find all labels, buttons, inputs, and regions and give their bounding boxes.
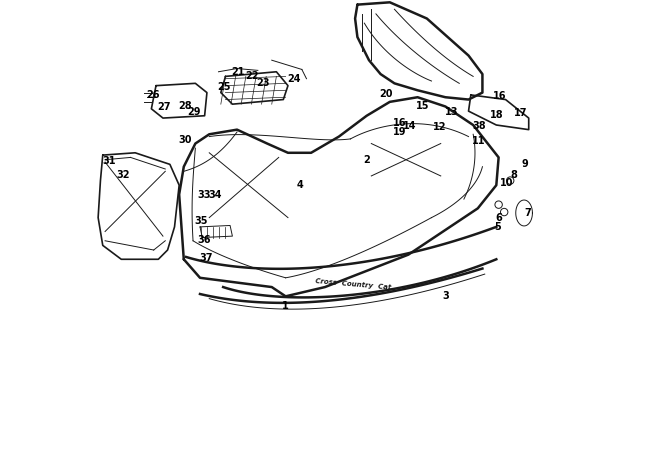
Text: 11: 11 [472,136,486,146]
Text: 20: 20 [380,88,393,99]
Text: 33: 33 [197,190,211,200]
Text: 27: 27 [157,102,171,113]
Text: 2: 2 [363,155,370,165]
Text: 13: 13 [445,107,458,117]
Text: 30: 30 [178,135,192,145]
Text: 16: 16 [393,118,407,128]
Text: 6: 6 [495,213,502,223]
Text: 3: 3 [442,291,448,301]
Text: 37: 37 [200,253,213,263]
Text: 15: 15 [417,100,430,111]
Text: 22: 22 [245,71,259,81]
Text: 12: 12 [433,122,447,132]
Text: 1: 1 [282,300,289,311]
Text: 24: 24 [287,74,300,84]
Text: 7: 7 [524,208,530,218]
Text: 32: 32 [116,170,129,180]
Text: 38: 38 [472,121,486,131]
Text: 16: 16 [493,91,506,101]
Text: 10: 10 [500,178,514,188]
Text: 35: 35 [194,216,208,226]
Text: 28: 28 [178,101,192,112]
Text: 9: 9 [522,159,528,169]
Text: 23: 23 [257,78,270,88]
Text: 29: 29 [188,107,202,117]
Text: 18: 18 [490,110,504,120]
Text: 8: 8 [510,170,517,180]
Text: 4: 4 [296,180,303,190]
Text: 21: 21 [231,67,244,77]
Text: 36: 36 [197,235,211,245]
Text: 14: 14 [402,121,416,131]
Text: 26: 26 [146,90,159,100]
Text: 19: 19 [393,127,407,137]
Text: Cross  Country  Cat: Cross Country Cat [315,278,391,291]
Text: 31: 31 [102,156,116,166]
Text: 17: 17 [514,108,527,119]
Text: 34: 34 [209,190,222,200]
Text: 25: 25 [217,82,231,92]
Text: 5: 5 [494,222,500,232]
